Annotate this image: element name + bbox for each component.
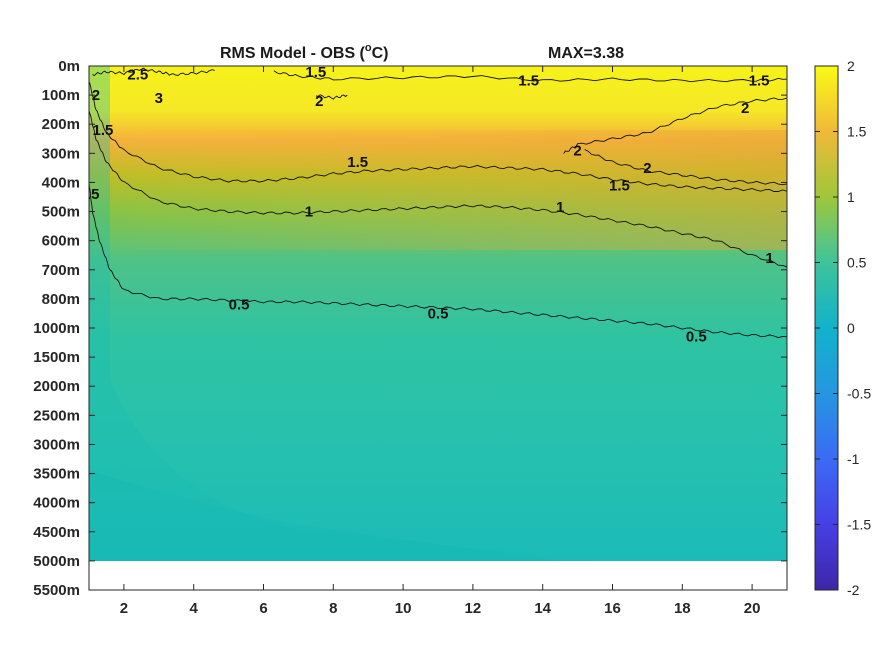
contour-layer <box>89 67 787 339</box>
contour-label: 2 <box>643 160 651 177</box>
colorbar-tick-label: -1.5 <box>847 517 871 533</box>
x-tick-label: 14 <box>534 600 551 617</box>
x-tick-label: 4 <box>190 600 199 617</box>
y-tick-label: 3500m <box>33 466 80 483</box>
contour-label: 0.5 <box>686 329 707 346</box>
contour-label: 2 <box>315 93 323 110</box>
contour-label: 2 <box>741 100 749 117</box>
contour-line-1.5 <box>273 70 787 83</box>
heatmap-near-coast-band <box>89 66 600 561</box>
y-tick-label: 1500m <box>33 349 80 366</box>
max-value-label: MAX=3.38 <box>548 45 624 62</box>
x-tick-label: 10 <box>395 600 412 617</box>
x-axis-ticks: 2 4 6 8 10 12 14 16 18 20 <box>120 66 761 617</box>
colorbar-ticks: 2 1.5 1 0.5 0 -0.5 -1 -1.5 -2 <box>815 58 871 598</box>
heatmap-field: 0.50.50.50.51 111.51.51.51.51.5 1.52 22222.… <box>79 64 787 561</box>
x-tick-label: 8 <box>329 600 337 617</box>
y-tick-label: 200m <box>42 116 80 133</box>
contour-label: 2 <box>92 87 100 104</box>
contour-line-0.5 <box>89 182 787 339</box>
y-tick-label: 300m <box>42 145 80 162</box>
contour-label-layer: 0.50.50.50.51 111.51.51.51.51.5 1.52 22222.… <box>79 64 774 346</box>
contour-line-1.5 <box>89 81 787 192</box>
colorbar-tick-label: 1 <box>847 189 855 205</box>
contour-label: 1.5 <box>609 177 630 194</box>
colorbar-tick-label: 1.5 <box>847 124 867 140</box>
contour-label: 1 <box>765 250 773 267</box>
y-tick-label: 700m <box>42 262 80 279</box>
x-tick-label: 6 <box>259 600 267 617</box>
contour-line-1 <box>89 110 787 268</box>
y-tick-label: 3000m <box>33 436 80 453</box>
contour-label: 1 <box>305 204 313 221</box>
x-tick-label: 16 <box>604 600 621 617</box>
heatmap-deep-boundary <box>89 470 560 561</box>
x-tick-label: 20 <box>744 600 761 617</box>
colorbar-tick-label: -1 <box>847 451 860 467</box>
contour-label: 2.5 <box>127 67 148 84</box>
y-tick-label: 100m <box>42 87 80 104</box>
contour-label: 1.5 <box>93 122 114 139</box>
x-tick-label: 18 <box>674 600 691 617</box>
colorbar-tick-label: 2 <box>847 58 855 74</box>
y-tick-label: 800m <box>42 291 80 308</box>
y-tick-label: 1000m <box>33 320 80 337</box>
y-tick-label: 2500m <box>33 407 80 424</box>
y-tick-label: 4000m <box>33 495 80 512</box>
contour-label: 1 <box>556 199 564 216</box>
contour-line-2 <box>584 149 787 186</box>
contour-line-2 <box>315 94 348 100</box>
contour-label: 1.5 <box>518 73 539 90</box>
no-data-region <box>89 561 787 590</box>
contour-label: 1.5 <box>347 154 368 171</box>
contour-line-2 <box>563 97 787 154</box>
y-tick-label: 500m <box>42 204 80 221</box>
y-tick-label: 5500m <box>33 582 80 599</box>
x-tick-label: 12 <box>465 600 482 617</box>
colorbar-tick-label: 0.5 <box>847 255 867 271</box>
contour-label: 0.5 <box>428 305 449 322</box>
y-axis-ticks: 0m 100m 200m 300m 400m 500m 600m 700m 800m 1000m 1… <box>33 58 787 599</box>
contour-label: 0.5 <box>79 186 100 203</box>
contour-line-2.5 <box>92 67 215 77</box>
y-tick-label: 400m <box>42 174 80 191</box>
colorbar-tick-label: -2 <box>847 582 860 598</box>
contour-label: 2 <box>573 142 581 159</box>
colorbar-tick-label: 0 <box>847 320 855 336</box>
contour-label: 1.5 <box>305 64 326 81</box>
colorbar-tick-label: -0.5 <box>847 386 871 402</box>
y-tick-label: 4500m <box>33 524 80 541</box>
y-tick-label: 2000m <box>33 378 80 395</box>
y-tick-label: 600m <box>42 233 80 250</box>
contour-label: 3 <box>155 90 163 107</box>
heatmap-warm-overlay <box>89 130 787 250</box>
contour-label: 0.5 <box>229 297 250 314</box>
y-tick-label: 0m <box>58 58 80 75</box>
y-tick-label: 5000m <box>33 553 80 570</box>
chart-title: RMS Model - OBS (oC) <box>220 42 389 62</box>
x-tick-label: 2 <box>120 600 128 617</box>
contour-label: 1.5 <box>749 73 770 90</box>
